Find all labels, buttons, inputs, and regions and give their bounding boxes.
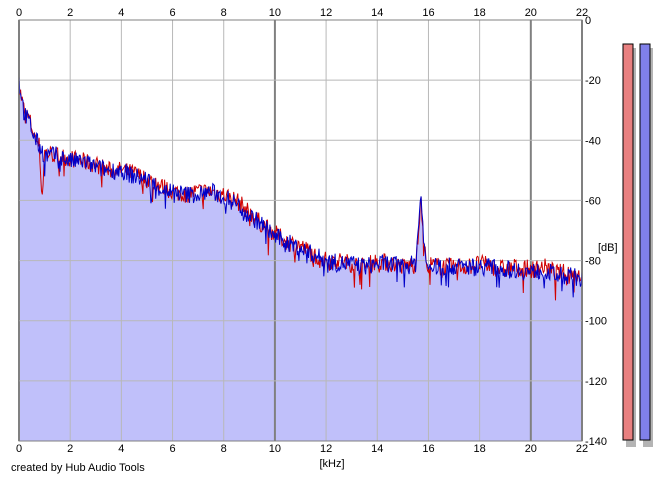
x-tick-label-top: 14 [371,7,383,19]
axes: 002244668810101212141416161818202022220-… [16,7,607,455]
x-tick-label-top: 6 [169,7,175,19]
y-tick-label: -80 [585,256,601,268]
y-tick-label: -120 [585,376,607,388]
x-tick-label: 6 [169,443,175,455]
x-tick-label-top: 12 [320,7,332,19]
x-tick-label: 4 [118,443,124,455]
plot-area [18,19,583,442]
x-tick-label: 0 [16,443,22,455]
x-tick-label-top: 16 [422,7,434,19]
series-line-2 [18,76,583,298]
area-fill [19,76,582,441]
x-tick-label: 14 [371,443,383,455]
y-axis-label: [dB] [598,242,618,254]
x-tick-label: 22 [576,443,588,455]
x-tick-label-top: 8 [221,7,227,19]
credit-text: created by Hub Audio Tools [11,462,145,474]
x-tick-label-top: 4 [118,7,124,19]
x-tick-label: 10 [269,443,281,455]
level-meters [622,43,653,447]
plot-frame [18,19,583,442]
x-tick-label-top: 20 [525,7,537,19]
x-axis-label: [kHz] [319,458,344,470]
x-tick-label: 16 [422,443,434,455]
x-tick-label: 8 [221,443,227,455]
x-tick-label: 12 [320,443,332,455]
x-tick-label: 2 [67,443,73,455]
y-tick-label: 0 [585,15,591,27]
x-tick-label-top: 2 [67,7,73,19]
y-tick-label: -140 [585,436,607,448]
y-tick-label: -60 [585,195,601,207]
x-tick-label: 20 [525,443,537,455]
y-tick-label: -100 [585,316,607,328]
x-tick-label-top: 18 [474,7,486,19]
y-tick-label: -20 [585,75,601,87]
x-tick-label-top: 0 [16,7,22,19]
y-tick-label: -40 [585,135,601,147]
x-tick-label-top: 10 [269,7,281,19]
level-meter-1 [622,43,634,441]
level-meter-2 [639,43,651,441]
x-tick-label: 18 [474,443,486,455]
x-tick-label-top: 22 [576,7,588,19]
